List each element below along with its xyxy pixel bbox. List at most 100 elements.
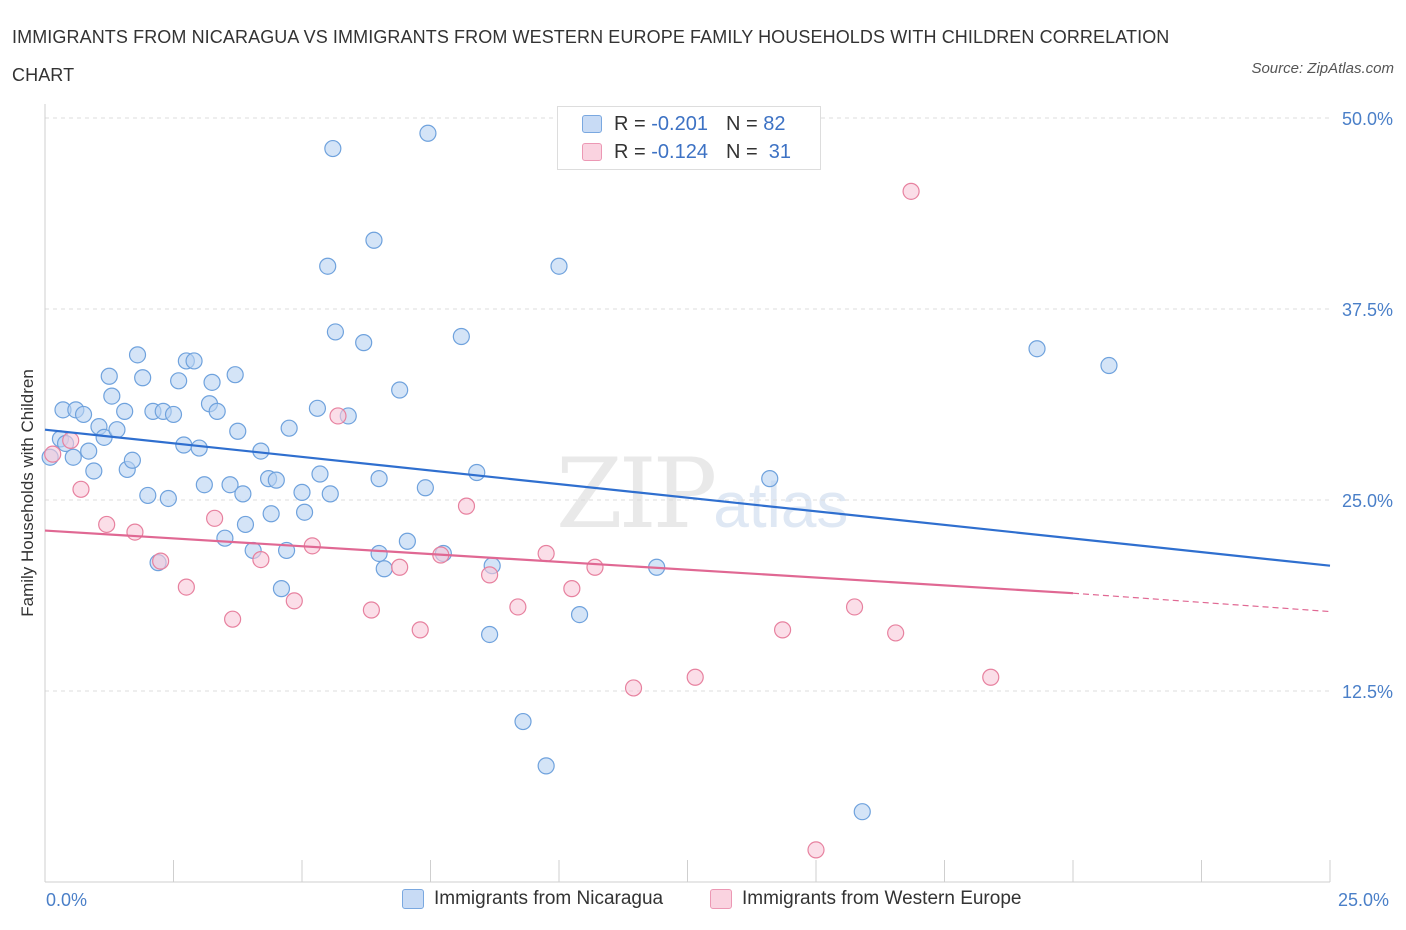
- nicaragua-point: [853, 803, 871, 821]
- western-europe-point: [457, 497, 476, 515]
- nicaragua-point: [761, 470, 779, 488]
- nicaragua-point: [164, 405, 183, 424]
- nicaragua-point: [324, 139, 342, 158]
- legend-swatch-western-europe: [582, 143, 602, 161]
- western-europe-point: [177, 578, 195, 596]
- x-tick-label-max: 25.0%: [1338, 890, 1390, 910]
- western-europe-point: [224, 610, 242, 628]
- nicaragua-point: [64, 448, 82, 466]
- nicaragua-point: [1100, 356, 1118, 375]
- nicaragua-point: [229, 422, 247, 440]
- watermark: ZIPatlas: [556, 438, 848, 550]
- x-tick-label-min: 0.0%: [46, 890, 88, 910]
- nicaragua-point: [452, 327, 470, 346]
- nicaragua-point: [570, 605, 589, 624]
- nicaragua-point: [550, 257, 568, 275]
- legend-r-value: -0.201: [651, 112, 708, 135]
- western-europe-point: [563, 580, 581, 598]
- nicaragua-point: [416, 479, 434, 497]
- western-europe-trend-line-extension: [1072, 592, 1331, 613]
- western-europe-point: [807, 841, 825, 859]
- nicaragua-point: [365, 231, 383, 249]
- legend-r-label: R =: [614, 140, 646, 163]
- nicaragua-point: [1028, 340, 1046, 358]
- source-label: Source: ZipAtlas.com: [1251, 60, 1394, 77]
- watermark-zip: ZIP: [556, 438, 717, 550]
- nicaragua-point: [293, 483, 311, 501]
- bottom-legend-swatch-nicaragua: [402, 889, 424, 909]
- nicaragua-point: [319, 257, 337, 275]
- western-europe-point: [206, 509, 224, 527]
- nicaragua-point: [468, 463, 486, 482]
- nicaragua-point: [170, 372, 188, 390]
- western-europe-point: [362, 601, 380, 619]
- nicaragua-point: [391, 381, 409, 399]
- legend-row-western-europe: R = -0.124 N = 31: [582, 140, 791, 164]
- bottom-legend-label-western-europe: Immigrants from Western Europe: [742, 888, 1022, 909]
- nicaragua-point: [108, 421, 126, 439]
- nicaragua-point: [308, 399, 327, 417]
- y-tick-label: 12.5%: [1342, 682, 1393, 702]
- nicaragua-point: [221, 476, 239, 494]
- nicaragua-point: [80, 442, 98, 460]
- nicaragua-point: [208, 402, 226, 420]
- legend-n-label: N =: [725, 140, 758, 163]
- western-europe-point: [98, 515, 116, 534]
- chart-title: IMMIGRANTS FROM NICARAGUA VS IMMIGRANTS …: [12, 27, 1170, 85]
- nicaragua-point: [203, 373, 221, 391]
- western-europe-point: [902, 182, 920, 200]
- bottom-legend-label-nicaragua: Immigrants from Nicaragua: [434, 888, 664, 909]
- western-europe-point: [586, 558, 604, 576]
- bottom-legend-western-europe: Immigrants from Western Europe: [710, 888, 1021, 910]
- legend-r-value: -0.124: [651, 140, 708, 163]
- nicaragua-point: [236, 515, 255, 534]
- nicaragua-point: [272, 580, 291, 598]
- western-europe-point: [126, 523, 144, 541]
- western-europe-point: [845, 598, 864, 616]
- y-tick-label: 37.5%: [1342, 300, 1393, 320]
- nicaragua-point: [100, 367, 118, 385]
- nicaragua-point: [311, 465, 329, 483]
- nicaragua-point: [514, 712, 532, 731]
- nicaragua-point: [262, 505, 280, 523]
- bottom-legend-nicaragua: Immigrants from Nicaragua: [402, 888, 663, 910]
- legend-swatch-nicaragua: [582, 115, 602, 133]
- nicaragua-point: [159, 489, 177, 508]
- nicaragua-trend-line: [44, 428, 1331, 567]
- nicaragua-point: [419, 124, 437, 142]
- nicaragua-point: [375, 560, 393, 578]
- nicaragua-point: [74, 405, 93, 424]
- nicaragua-point: [280, 419, 298, 437]
- western-europe-point: [537, 544, 555, 563]
- legend-row-nicaragua: R = -0.201 N = 82: [582, 112, 785, 136]
- nicaragua-point: [370, 470, 388, 488]
- western-europe-point: [44, 445, 62, 463]
- western-europe-point: [62, 431, 80, 450]
- nicaragua-point: [321, 485, 339, 503]
- western-europe-point: [329, 407, 347, 425]
- nicaragua-point: [326, 323, 345, 341]
- western-europe-trend-line: [44, 529, 1074, 595]
- legend-n-label: N =: [725, 112, 758, 135]
- nicaragua-point: [128, 346, 147, 364]
- legend-n-value: 82: [763, 112, 786, 135]
- bottom-legend-swatch-western-europe: [710, 889, 732, 909]
- western-europe-point: [887, 624, 905, 642]
- nicaragua-point: [537, 757, 555, 775]
- y-tick-label: 25.0%: [1342, 491, 1393, 511]
- nicaragua-point: [195, 476, 213, 494]
- nicaragua-point: [185, 352, 203, 370]
- nicaragua-point: [398, 532, 416, 550]
- nicaragua-point: [85, 462, 103, 480]
- nicaragua-point: [234, 485, 252, 503]
- nicaragua-point: [267, 471, 285, 489]
- nicaragua-point: [216, 529, 234, 547]
- nicaragua-point: [139, 486, 157, 505]
- western-europe-point: [285, 592, 303, 610]
- nicaragua-point: [355, 334, 373, 352]
- western-europe-point: [982, 668, 1000, 686]
- nicaragua-point: [134, 369, 152, 387]
- western-europe-point: [411, 621, 429, 639]
- nicaragua-point: [116, 402, 134, 420]
